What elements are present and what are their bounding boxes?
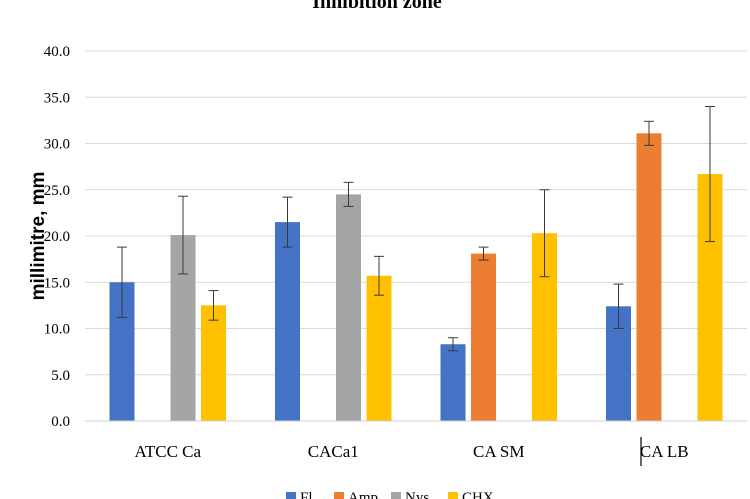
y-tick-label: 30.0 <box>44 137 70 153</box>
x-axis-categories: ATCC Ca CACa1 CA SM CA LB <box>134 442 688 461</box>
bar-amp <box>471 253 496 421</box>
legend-item-nys: Nys <box>391 490 429 499</box>
error-bar <box>208 290 219 321</box>
error-bar <box>613 283 624 329</box>
error-bar <box>178 195 188 275</box>
error-bars <box>117 106 715 352</box>
error-bar <box>343 181 354 207</box>
bar-fl <box>440 344 466 421</box>
chart-title: Inhibition zone <box>312 0 442 13</box>
y-tick-label: 5.0 <box>51 368 70 384</box>
x-category-label: ATCC Ca <box>134 442 201 461</box>
x-category-label: CA SM <box>473 442 525 461</box>
error-bar <box>448 337 458 352</box>
legend-label: Nys <box>405 490 429 499</box>
error-bar <box>644 120 654 146</box>
y-tick-label: 15.0 <box>44 275 70 291</box>
legend-swatch <box>391 492 401 499</box>
x-category-label: CACa1 <box>308 442 359 461</box>
y-axis-label: millimitre, mm <box>28 172 49 301</box>
error-bar <box>539 189 550 278</box>
y-tick-label: 10.0 <box>44 322 70 338</box>
x-category-label: CA LB <box>640 442 689 461</box>
error-bar <box>478 246 489 261</box>
legend-item-chx: CHX <box>448 490 494 499</box>
y-tick-label: 0.0 <box>51 414 70 430</box>
y-axis-ticks: 0.0 5.0 10.0 15.0 20.0 25.0 30.0 35.0 40.0 <box>44 44 70 430</box>
y-tick-label: 25.0 <box>44 183 70 199</box>
y-tick-label: 35.0 <box>44 90 70 106</box>
bar-chx <box>366 275 392 421</box>
legend-item-amp: Amp <box>334 490 378 499</box>
bar-chx <box>201 305 226 421</box>
error-bar <box>282 196 293 248</box>
bar-nys <box>336 194 361 421</box>
legend-item-fl: Fl <box>286 490 313 499</box>
error-bar <box>117 246 127 318</box>
bars <box>109 133 723 421</box>
legend-label: Amp <box>348 490 378 499</box>
error-bar <box>705 106 715 243</box>
bar-amp <box>636 133 662 421</box>
legend-swatch <box>286 492 296 499</box>
y-tick-label: 20.0 <box>44 229 70 245</box>
y-tick-label: 40.0 <box>44 44 70 60</box>
bar-fl <box>275 222 300 421</box>
error-bar <box>374 255 384 296</box>
legend: Fl Amp Nys CHX <box>286 490 494 499</box>
legend-swatch <box>334 492 344 499</box>
legend-label: CHX <box>462 490 494 499</box>
legend-swatch <box>448 492 458 499</box>
legend-label: Fl <box>300 490 313 499</box>
